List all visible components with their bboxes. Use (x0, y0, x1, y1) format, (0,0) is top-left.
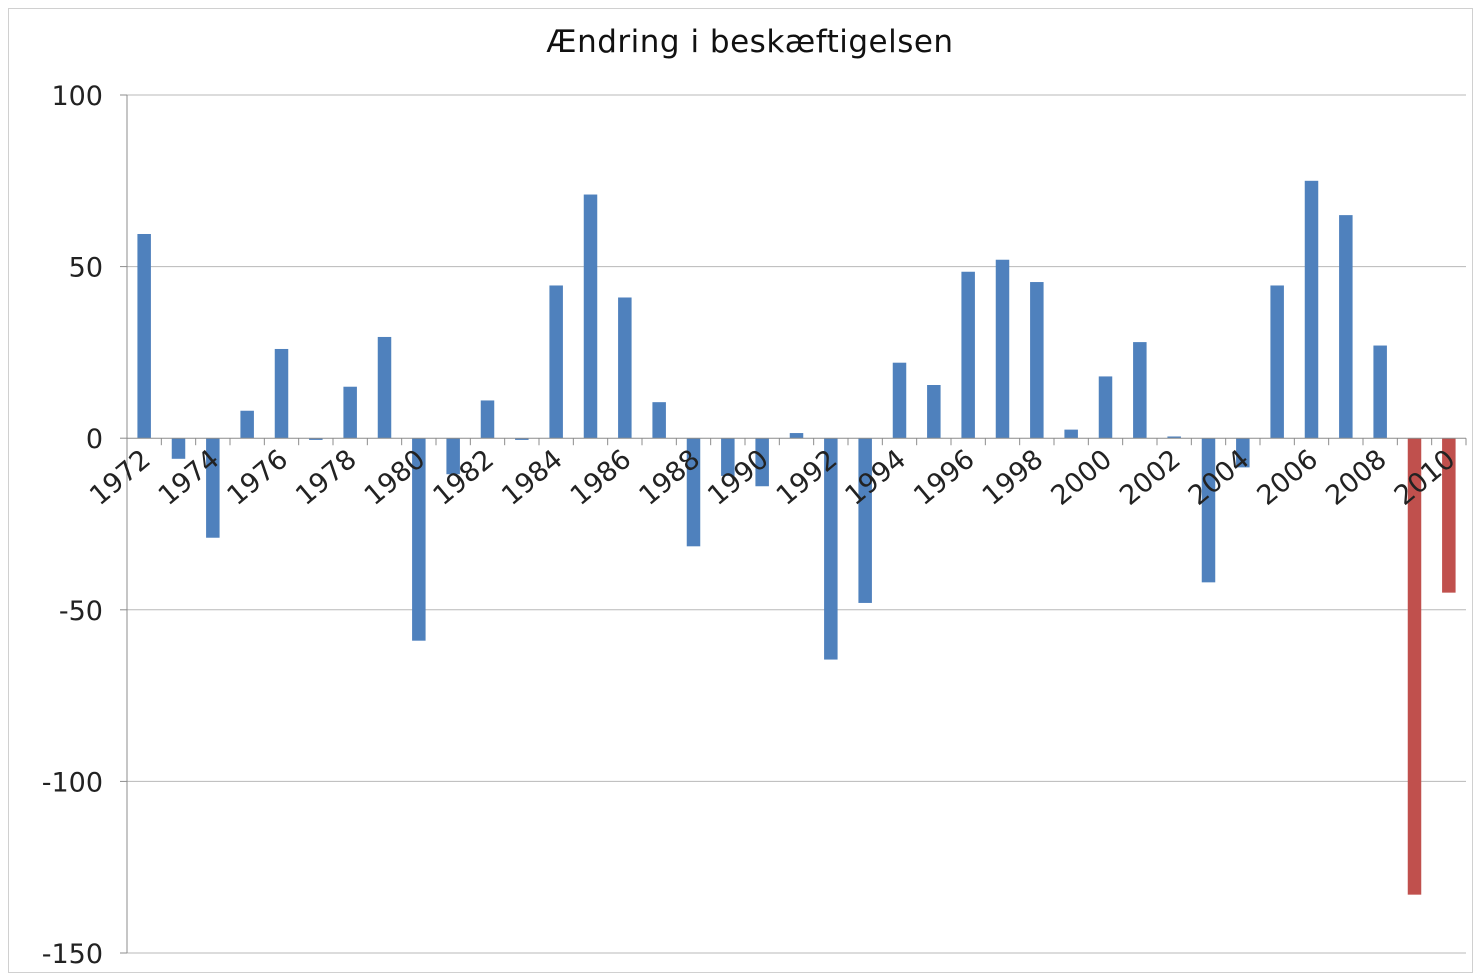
chart-title: Ændring i beskæftigelsen (546, 24, 954, 60)
bar-1999 (1064, 429, 1078, 439)
bar-2004 (1236, 438, 1250, 468)
y-tick-label: 0 (86, 424, 103, 455)
bar-1979 (377, 336, 392, 439)
bar-1984 (549, 285, 563, 439)
y-tick-label: -150 (42, 939, 103, 970)
axes (126, 95, 1467, 953)
bar-1992 (824, 438, 838, 660)
gridlines (120, 94, 1466, 954)
x-tick-label: 2002 (1114, 444, 1187, 512)
bar-1986 (618, 297, 632, 439)
y-axis-tick-labels: 100 50 0 -50 -100 -150 (42, 81, 103, 970)
x-tick-label: 2000 (1045, 444, 1118, 512)
x-tick-label: 1996 (908, 444, 981, 512)
bar-1978 (343, 386, 357, 439)
bar-2008 (1373, 345, 1387, 439)
x-tick-label: 1976 (221, 444, 294, 512)
bar-1997 (995, 259, 1010, 439)
bar-1995 (927, 385, 941, 439)
bars (137, 180, 1456, 895)
y-tick-label: 50 (69, 253, 103, 284)
bar-1989 (721, 438, 735, 476)
bar-1976 (274, 348, 289, 439)
bar-1993 (858, 438, 872, 603)
bar-1998 (1030, 282, 1044, 439)
x-axis-tick-labels: 1972197419761978198019821984198619881990… (84, 444, 1461, 512)
bar-2002 (1167, 436, 1181, 439)
bar-2001 (1133, 342, 1147, 439)
bar-1975 (240, 410, 254, 439)
bar-2009 (1407, 438, 1422, 895)
bar-1991 (789, 433, 804, 439)
bar-1981 (446, 438, 460, 475)
y-tick-label: -100 (42, 767, 103, 798)
bar-1994 (892, 362, 907, 439)
bar-1990 (755, 438, 769, 487)
bar-2005 (1270, 285, 1284, 439)
bar-2003 (1201, 438, 1216, 583)
bar-1985 (583, 194, 598, 439)
x-tick-label: 1994 (839, 444, 912, 512)
bar-1974 (206, 438, 220, 538)
bar-1980 (412, 438, 426, 641)
bar-1988 (686, 438, 701, 547)
x-tick-label: 1986 (565, 444, 638, 512)
bar-1972 (137, 233, 151, 439)
y-tick-label: -50 (59, 596, 103, 627)
x-tick-label: 1998 (977, 444, 1050, 512)
bar-1977 (309, 438, 323, 440)
x-tick-label: 1982 (427, 444, 500, 512)
x-tick-label: 1984 (496, 444, 569, 512)
chart-frame (8, 8, 1473, 973)
bar-1996 (961, 271, 975, 439)
x-tick-label: 1978 (290, 444, 363, 512)
bar-1973 (171, 438, 186, 459)
bar-2010 (1442, 438, 1456, 593)
x-tick-label: 2006 (1251, 444, 1324, 512)
bar-2006 (1304, 180, 1319, 439)
x-tick-label: 2008 (1320, 444, 1393, 512)
y-tick-label: 100 (51, 81, 103, 112)
bar-2000 (1098, 376, 1113, 439)
bar-2007 (1339, 215, 1353, 439)
bar-1987 (652, 402, 666, 439)
bar-1983 (515, 438, 529, 440)
bar-1982 (480, 400, 495, 439)
